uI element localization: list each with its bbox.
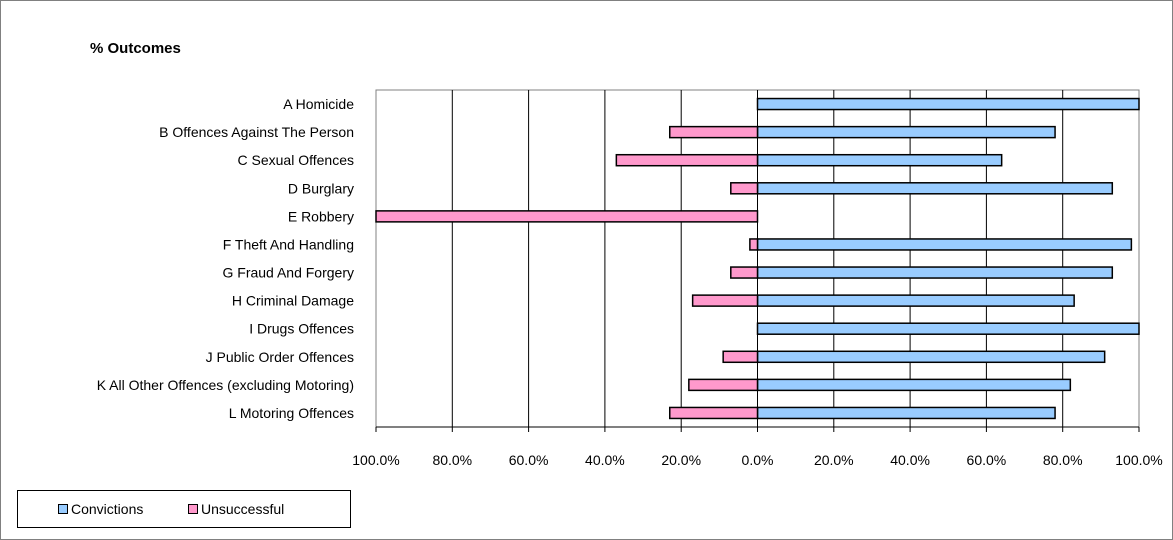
bar-unsuccessful-11: [669, 406, 759, 420]
x-tick-label: 100.0%: [1115, 452, 1162, 468]
bar-unsuccessful-9: [722, 350, 759, 364]
category-label: E Robbery: [288, 208, 354, 224]
category-label: K All Other Offences (excluding Motoring…: [97, 377, 354, 393]
legend-swatch-convictions: [58, 504, 68, 514]
category-label: A Homicide: [283, 96, 354, 112]
bar-convictions-0: [756, 97, 1140, 111]
x-tick-label: 40.0%: [585, 452, 625, 468]
category-label: L Motoring Offences: [229, 405, 354, 421]
x-tick-label: 80.0%: [432, 452, 472, 468]
category-label: B Offences Against The Person: [159, 124, 354, 140]
category-label: D Burglary: [288, 180, 354, 196]
bar-convictions-7: [756, 294, 1075, 307]
legend-label-unsuccessful: Unsuccessful: [201, 501, 285, 517]
bar-convictions-9: [756, 350, 1106, 364]
bar-convictions-6: [756, 266, 1114, 279]
bar-convictions-2: [756, 153, 1003, 167]
legend-label-convictions: Convictions: [71, 501, 144, 517]
x-tick-label: 60.0%: [967, 452, 1007, 468]
bars: [375, 97, 1140, 420]
bar-convictions-11: [756, 406, 1056, 420]
x-tick-label: 100.0%: [352, 452, 399, 468]
category-label: J Public Order Offences: [206, 349, 354, 365]
x-axis: [375, 426, 1140, 432]
legend-swatch-unsuccessful: [188, 504, 198, 514]
legend-item-unsuccessful: Unsuccessful: [188, 501, 284, 517]
grid-lines: [451, 90, 1064, 427]
x-tick-label: 0.0%: [742, 452, 774, 468]
category-label: G Fraud And Forgery: [222, 265, 354, 281]
bar-unsuccessful-1: [669, 125, 759, 139]
bar-unsuccessful-5: [749, 238, 759, 251]
category-label: F Theft And Handling: [223, 236, 354, 252]
x-tick-labels: 100.0% 80.0% 60.0% 40.0% 20.0% 0.0% 20.0% 40.0%…: [352, 452, 1162, 468]
bar-convictions-8: [756, 322, 1140, 335]
chart-title: % Outcomes: [90, 40, 181, 57]
category-labels: A Homicide B Offences Against The Person C…: [97, 96, 355, 421]
bar-unsuccessful-10: [688, 378, 759, 392]
legend-item-convictions: Convictions: [58, 501, 143, 517]
x-tick-label: 20.0%: [814, 452, 854, 468]
bar-convictions-5: [756, 238, 1133, 251]
bar-unsuccessful-7: [691, 294, 759, 307]
legend: Convictions Unsuccessful: [17, 490, 351, 528]
bar-unsuccessful-2: [615, 153, 759, 167]
bar-unsuccessful-4: [375, 210, 759, 223]
bar-convictions-3: [756, 182, 1114, 195]
x-tick-label: 40.0%: [890, 452, 930, 468]
bar-unsuccessful-6: [730, 266, 759, 279]
bar-convictions-10: [756, 378, 1072, 392]
x-tick-label: 60.0%: [509, 452, 549, 468]
bar-convictions-1: [756, 125, 1056, 139]
category-label: I Drugs Offences: [249, 321, 354, 337]
x-tick-label: 80.0%: [1043, 452, 1083, 468]
category-label: C Sexual Offences: [238, 152, 354, 168]
x-tick-label: 20.0%: [661, 452, 701, 468]
category-label: H Criminal Damage: [232, 293, 354, 309]
bar-unsuccessful-3: [730, 182, 759, 195]
